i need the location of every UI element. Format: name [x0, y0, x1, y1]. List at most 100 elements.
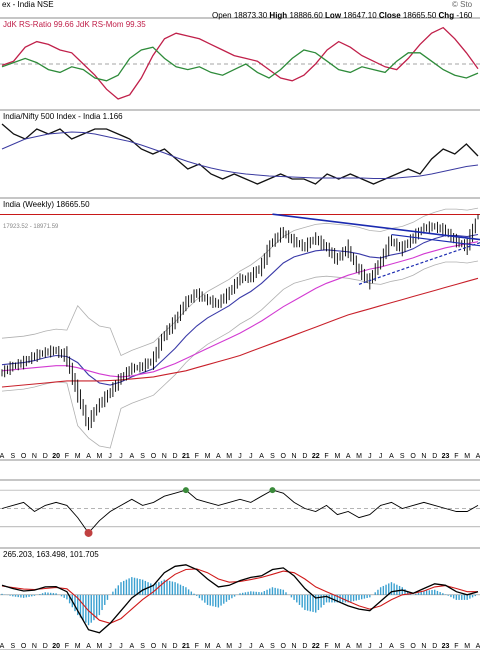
- x-tick-label-bottom: A: [346, 643, 351, 650]
- x-tick-label: J: [108, 453, 112, 460]
- relative-title: India/Nifty 500 Index - India 1.166: [3, 112, 123, 121]
- bollinger-upper: [1, 207, 479, 357]
- x-tick-label: M: [96, 453, 102, 460]
- x-tick-label: N: [162, 453, 167, 460]
- x-tick-label: O: [410, 453, 416, 460]
- chg-value: -160: [456, 11, 473, 20]
- x-tick-label-bottom: M: [75, 643, 81, 650]
- x-tick-label: D: [173, 453, 178, 460]
- x-tick-label-bottom: S: [400, 643, 405, 650]
- trendline-up: [358, 242, 480, 285]
- bollinger-readout: 17923.52 - 18971.59: [3, 224, 59, 230]
- x-tick-label-bottom: O: [281, 643, 287, 650]
- x-tick-label-bottom: D: [432, 643, 437, 650]
- ma-2: [1, 241, 479, 378]
- macd-line: [1, 564, 479, 634]
- roc-pos-fill: [269, 487, 276, 494]
- rrg-title: JdK RS-Ratio 99.66 JdK RS-Mom 99.35: [3, 20, 146, 29]
- x-tick-label: A: [216, 453, 221, 460]
- x-tick-label: 21: [182, 453, 190, 460]
- open-label: Open: [212, 11, 232, 20]
- x-tick-label: O: [21, 453, 27, 460]
- x-tick-label-bottom: M: [334, 643, 340, 650]
- roc-line: [1, 489, 479, 534]
- x-tick-label-bottom: A: [129, 643, 134, 650]
- x-tick-label-bottom: F: [195, 643, 199, 650]
- macd-title: 265.203, 163.498, 101.705: [3, 550, 99, 559]
- roc-neg-fill: [84, 528, 93, 537]
- x-tick-label: J: [238, 453, 242, 460]
- x-tick-label-bottom: 20: [52, 643, 60, 650]
- x-tick-label-bottom: J: [108, 643, 112, 650]
- x-tick-label: S: [400, 453, 405, 460]
- x-tick-label: M: [205, 453, 211, 460]
- trendline-neck: [391, 233, 480, 247]
- rrg-series-1: [1, 46, 479, 82]
- x-tick-label: M: [464, 453, 470, 460]
- x-tick-label: A: [476, 453, 480, 460]
- rrg-series-0: [1, 26, 479, 100]
- watermark: © Sto: [452, 0, 473, 9]
- x-tick-label: A: [86, 453, 91, 460]
- x-tick-label: A: [389, 453, 394, 460]
- x-tick-label-bottom: S: [270, 643, 275, 650]
- x-tick-label: J: [249, 453, 253, 460]
- x-tick-label: J: [368, 453, 372, 460]
- x-tick-label-bottom: D: [302, 643, 307, 650]
- x-tick-label: M: [75, 453, 81, 460]
- x-tick-label-bottom: A: [389, 643, 394, 650]
- low-label: Low: [325, 11, 342, 20]
- x-tick-label-bottom: O: [21, 643, 27, 650]
- bollinger-lower: [1, 260, 479, 449]
- close-value: 18665.50: [402, 11, 437, 20]
- macd-histogram: [1, 577, 476, 626]
- x-tick-label-bottom: J: [119, 643, 123, 650]
- x-tick-label-bottom: A: [0, 643, 5, 650]
- relative-series-1: [1, 131, 479, 179]
- x-tick-label-bottom: A: [476, 643, 480, 650]
- x-tick-label: A: [259, 453, 264, 460]
- x-tick-label: N: [421, 453, 426, 460]
- x-tick-label-bottom: A: [216, 643, 221, 650]
- x-tick-label: A: [346, 453, 351, 460]
- x-tick-label: F: [454, 453, 458, 460]
- x-tick-label-bottom: 21: [182, 643, 190, 650]
- x-tick-label: 23: [442, 453, 450, 460]
- x-tick-label-bottom: F: [324, 643, 328, 650]
- high-label: High: [269, 11, 288, 20]
- x-tick-label: M: [356, 453, 362, 460]
- x-tick-label-bottom: A: [259, 643, 264, 650]
- x-tick-label-bottom: D: [43, 643, 48, 650]
- x-tick-label-bottom: M: [96, 643, 102, 650]
- x-tick-label-bottom: J: [368, 643, 372, 650]
- x-tick-label-bottom: O: [151, 643, 157, 650]
- x-tick-label-bottom: N: [421, 643, 426, 650]
- x-tick-label-bottom: 22: [312, 643, 320, 650]
- x-tick-label: F: [195, 453, 199, 460]
- x-tick-label: J: [119, 453, 123, 460]
- open-value: 18873.30: [233, 11, 268, 20]
- x-tick-label: O: [281, 453, 287, 460]
- relative-series-0: [1, 123, 479, 185]
- x-tick-label: D: [302, 453, 307, 460]
- price-bars: [1, 214, 479, 431]
- x-tick-label-bottom: N: [292, 643, 297, 650]
- x-tick-label: N: [292, 453, 297, 460]
- x-tick-label: F: [324, 453, 328, 460]
- high-value: 18886.60: [289, 11, 323, 20]
- x-tick-label: A: [0, 453, 5, 460]
- x-tick-label-bottom: J: [379, 643, 383, 650]
- x-tick-label: O: [151, 453, 157, 460]
- x-tick-label-bottom: O: [410, 643, 416, 650]
- x-tick-label-bottom: M: [356, 643, 362, 650]
- x-tick-label-bottom: J: [238, 643, 242, 650]
- x-tick-label: A: [129, 453, 134, 460]
- x-tick-label-bottom: D: [173, 643, 178, 650]
- x-tick-label: D: [432, 453, 437, 460]
- x-tick-label-bottom: S: [140, 643, 145, 650]
- macd-signal-line: [1, 568, 478, 624]
- x-tick-label: M: [226, 453, 232, 460]
- x-tick-label-bottom: M: [226, 643, 232, 650]
- ma-3: [1, 277, 479, 388]
